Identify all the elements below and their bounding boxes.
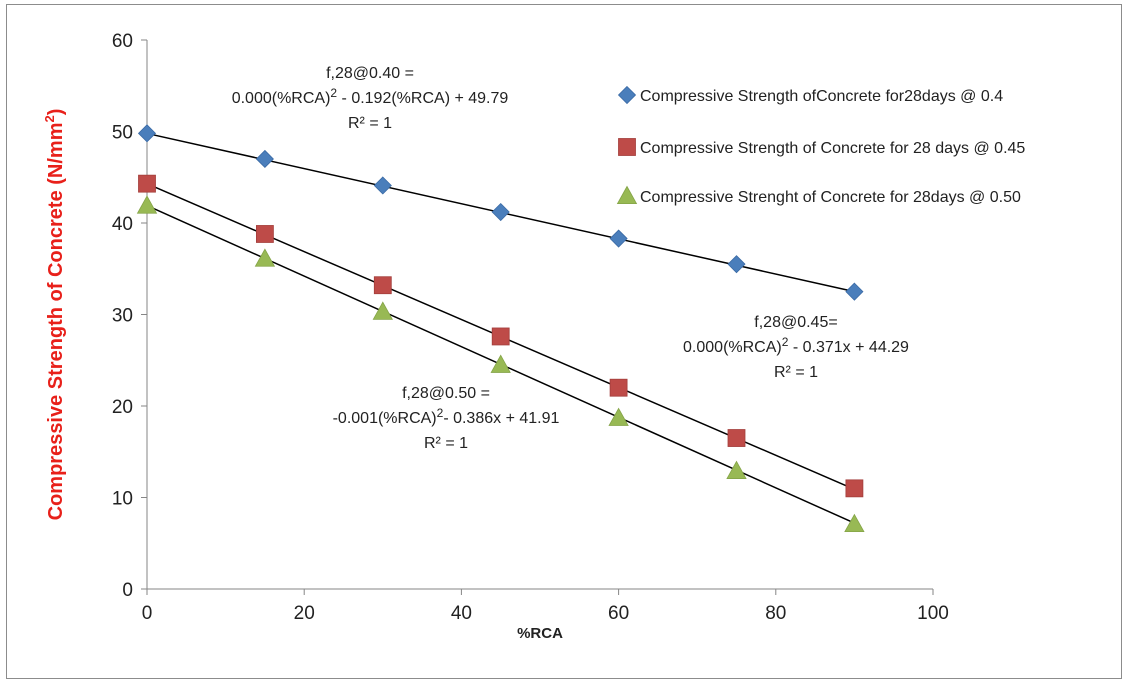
legend-entry-label: Compressive Strenght of Concrete for 28d…	[640, 189, 1021, 206]
y-tick-label: 40	[112, 214, 133, 235]
data-point	[255, 225, 274, 243]
legend-marker	[616, 185, 638, 205]
data-point	[373, 176, 392, 195]
data-point	[136, 195, 158, 214]
data-point	[844, 513, 865, 533]
equation-annotation-a045: f,28@0.45= 0.000(%RCA)2 - 0.371x + 44.29 R…	[683, 314, 909, 381]
data-point	[372, 301, 393, 320]
y-tick-label: 30	[112, 306, 133, 327]
legend-entry-label: Compressive Strength of Concrete for 28 …	[640, 140, 1025, 157]
annotations: f,28@0.40 = 0.000(%RCA)2 - 0.192(%RCA) + …	[232, 65, 909, 452]
equation-annotation-a040: f,28@0.40 = 0.000(%RCA)2 - 0.192(%RCA) + …	[232, 65, 509, 132]
markers	[136, 124, 865, 533]
data-point	[138, 174, 156, 193]
legend-entry-label: Compressive Strength ofConcrete for28day…	[640, 88, 1003, 105]
series-2-points	[138, 174, 864, 498]
data-point	[608, 407, 629, 426]
y-tick-label: 10	[112, 489, 133, 510]
x-tick-label: 80	[765, 603, 786, 624]
y-axis-label: Compressive Strength of Concrete (N/mm2)	[42, 109, 67, 521]
y-tick-label: 60	[112, 31, 133, 52]
y-ticks: 0 10 20 30 40 50 60	[112, 31, 147, 601]
y-tick-label: 20	[112, 397, 133, 418]
y-tick-label: 0	[122, 580, 133, 601]
x-tick-label: 100	[917, 603, 949, 624]
x-ticks: 0 20 40 60 80 100	[142, 589, 949, 624]
data-point	[137, 124, 157, 143]
chart-frame	[6, 4, 1122, 679]
series-3-points	[136, 195, 865, 533]
x-tick-label: 40	[451, 603, 472, 624]
data-point	[254, 248, 276, 267]
data-point	[491, 327, 510, 346]
legend: Compressive Strength ofConcrete for28day…	[616, 85, 1025, 206]
data-point	[845, 282, 864, 301]
data-point	[255, 149, 274, 169]
data-point	[845, 479, 864, 498]
x-tick-label: 60	[608, 603, 629, 624]
data-point	[490, 354, 511, 373]
equation-annotation-a050: f,28@0.50 = -0.001(%RCA)2- 0.386x + 41.91…	[333, 385, 560, 452]
data-point	[373, 276, 392, 295]
series-1-points	[137, 124, 864, 301]
data-point	[727, 255, 746, 274]
x-axis-label: %RCA	[517, 625, 563, 642]
x-tick-label: 0	[142, 603, 153, 624]
legend-marker	[618, 138, 636, 156]
data-point	[609, 229, 628, 248]
data-point	[727, 429, 746, 447]
x-tick-label: 20	[294, 603, 315, 624]
legend-marker	[617, 85, 637, 105]
data-point	[491, 202, 510, 222]
y-tick-label: 50	[112, 123, 133, 144]
data-point	[609, 378, 628, 397]
data-point	[726, 460, 747, 479]
